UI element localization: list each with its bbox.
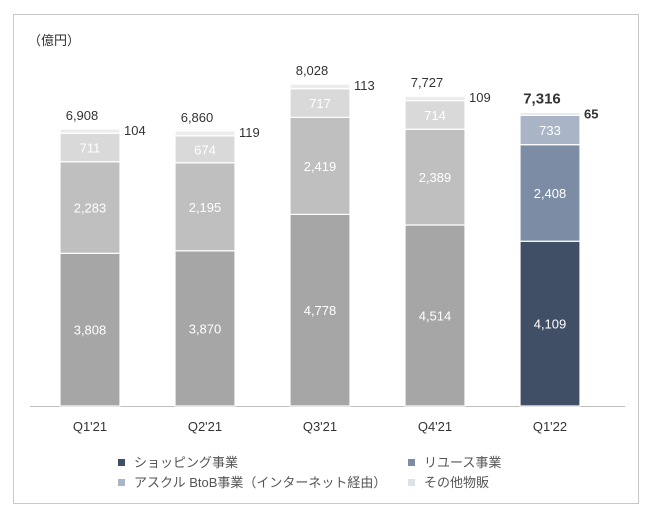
- segment-label: 3,870: [189, 321, 222, 336]
- segment-label: 2,195: [189, 200, 222, 215]
- segment-label: 65: [584, 107, 598, 122]
- x-tick-label: Q2'21: [188, 419, 222, 434]
- bar-segment: [404, 99, 466, 130]
- segment-label: 109: [469, 90, 491, 105]
- segment-label: 2,389: [419, 170, 452, 185]
- segment-label: 2,419: [304, 159, 337, 174]
- segment-label: 2,408: [534, 186, 567, 201]
- segment-label: 4,109: [534, 317, 567, 332]
- bar-segment: [289, 88, 351, 119]
- legend-label: リユース事業: [424, 455, 502, 470]
- chart-frame: [13, 14, 639, 504]
- total-label: 7,727: [411, 75, 444, 90]
- total-label: 8,028: [296, 63, 329, 78]
- legend-label: その他物販: [424, 475, 490, 490]
- legend-item: リユース事業: [408, 452, 501, 471]
- x-tick-label: Q3'21: [303, 419, 337, 434]
- segment-label: 717: [309, 96, 331, 111]
- bar-segment: [59, 252, 121, 407]
- x-tick-label: Q4'21: [418, 419, 452, 434]
- segment-label: 711: [80, 140, 101, 155]
- segment-label: 4,514: [419, 308, 452, 323]
- segment-label: 119: [239, 125, 260, 140]
- legend-swatch: [118, 479, 125, 487]
- segment-label: 733: [539, 123, 561, 138]
- segment-label: 113: [354, 78, 375, 93]
- x-tick-label: Q1'21: [73, 419, 107, 434]
- total-label: 6,908: [66, 108, 99, 123]
- bar-segment: [59, 128, 121, 134]
- bar-segment: [519, 240, 581, 407]
- segment-label: 104: [124, 123, 146, 138]
- total-label: 7,316: [523, 91, 561, 108]
- bar-segment: [59, 161, 121, 254]
- unit-label: （億円）: [28, 33, 81, 48]
- segment-label: 2,283: [74, 201, 107, 216]
- bar-segment: [289, 83, 351, 90]
- bar-segment: [519, 114, 581, 146]
- total-label: 6,860: [181, 110, 214, 125]
- legend-swatch: [408, 459, 415, 467]
- legend-label: アスクル BtoB事業（インターネット経由）: [134, 475, 387, 490]
- bar-segment: [174, 250, 236, 407]
- segment-label: 3,808: [74, 323, 107, 338]
- legend-item: その他物販: [408, 472, 489, 491]
- bar-segment: [519, 112, 581, 116]
- x-tick-label: Q1'22: [533, 419, 567, 434]
- legend-item: ショッピング事業: [118, 452, 238, 471]
- legend-label: ショッピング事業: [134, 455, 239, 470]
- legend-item: アスクル BtoB事業（インターネット経由）: [118, 472, 386, 491]
- bar-segment: [404, 128, 466, 226]
- bar-segment: [404, 95, 466, 102]
- legend-swatch: [118, 459, 125, 467]
- bar-segment: [289, 116, 351, 216]
- legend-swatch: [408, 479, 415, 487]
- bar-segment: [174, 130, 236, 137]
- segment-label: 4,778: [304, 303, 337, 318]
- segment-label: 714: [424, 108, 446, 123]
- bar-segment: [289, 213, 351, 407]
- bar-segment: [174, 162, 236, 252]
- segment-label: 674: [194, 142, 216, 157]
